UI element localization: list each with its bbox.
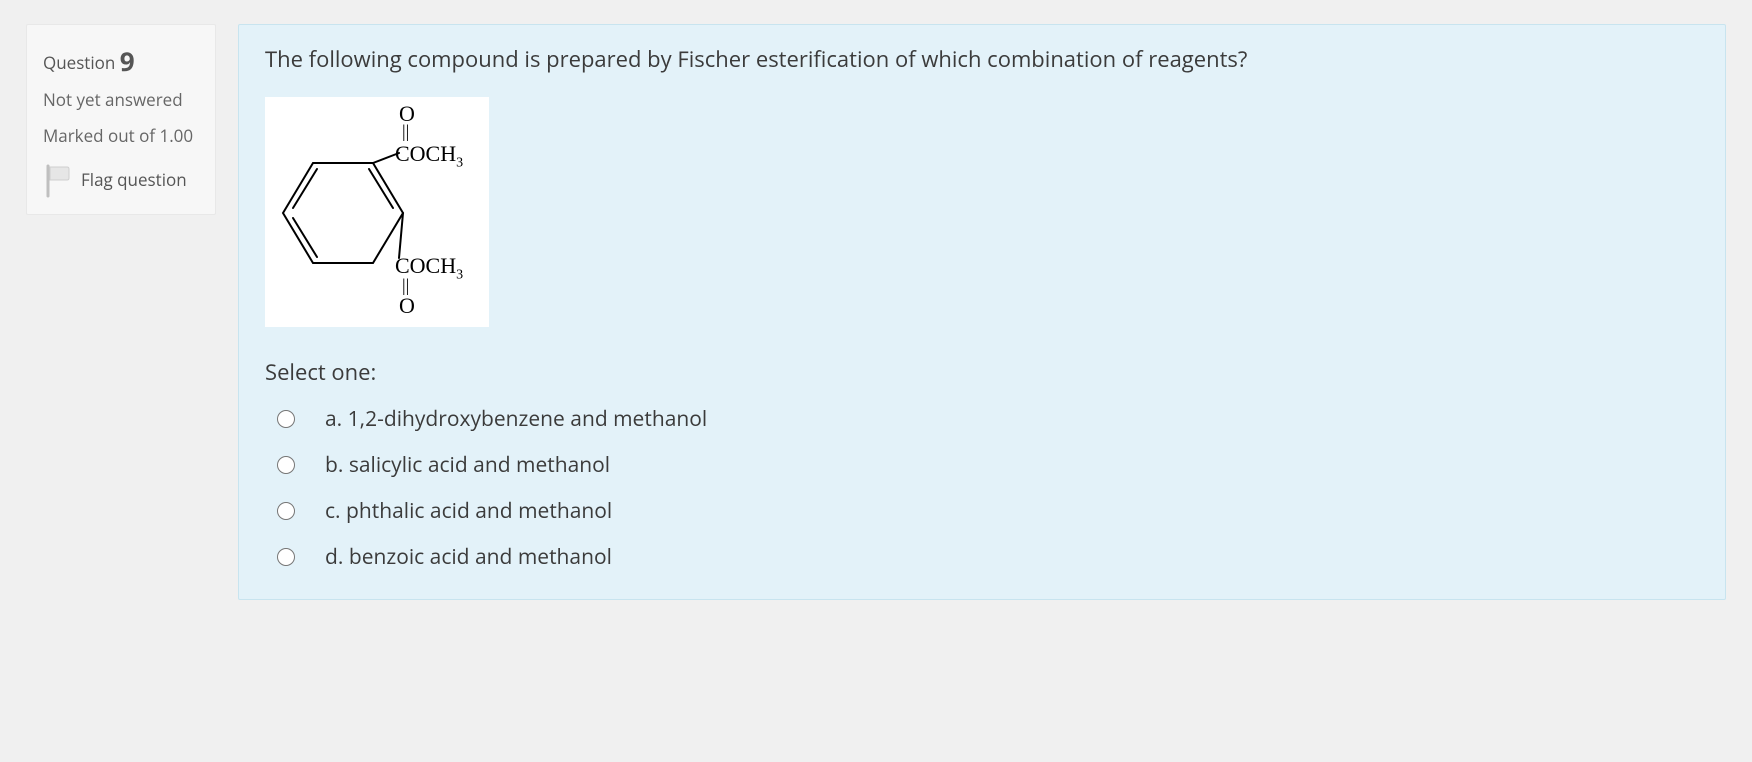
answer-prompt: Select one: (265, 357, 1699, 387)
flag-question-button[interactable]: Flag question (43, 164, 199, 198)
flag-icon (43, 164, 71, 198)
molecule-group-top: COCH3 (395, 141, 463, 167)
question-info-panel: Question 9 Not yet answered Marked out o… (26, 24, 216, 215)
answer-label-b[interactable]: b. salicylic acid and methanol (325, 451, 610, 479)
answer-radio-a[interactable] (277, 410, 295, 428)
answer-radio-b[interactable] (277, 456, 295, 474)
answer-option: c. phthalic acid and methanol (277, 497, 1699, 525)
answer-label-c[interactable]: c. phthalic acid and methanol (325, 497, 612, 525)
question-label-prefix: Question (43, 51, 115, 74)
answer-label-d[interactable]: d. benzoic acid and methanol (325, 543, 612, 571)
question-label: Question 9 (43, 43, 199, 79)
flag-label: Flag question (81, 169, 199, 192)
answer-list: a. 1,2-dihydroxybenzene and methanol b. … (265, 405, 1699, 571)
answer-label-a[interactable]: a. 1,2-dihydroxybenzene and methanol (325, 405, 707, 433)
question-state: Not yet answered (43, 89, 199, 112)
answer-option: d. benzoic acid and methanol (277, 543, 1699, 571)
question-text: The following compound is prepared by Fi… (265, 45, 1699, 75)
molecule-image: O || COCH3 COCH3 || O (265, 97, 489, 327)
answer-radio-c[interactable] (277, 502, 295, 520)
question-wrapper: Question 9 Not yet answered Marked out o… (26, 24, 1726, 600)
molecule-dbl-top: || (402, 121, 409, 142)
molecule-svg (269, 103, 479, 323)
grade-value: 1.00 (159, 124, 193, 147)
answer-radio-d[interactable] (277, 548, 295, 566)
question-number: 9 (120, 43, 135, 79)
molecule-o-bot: O (399, 293, 415, 319)
grade-prefix: Marked out of (43, 124, 155, 147)
answer-option: b. salicylic acid and methanol (277, 451, 1699, 479)
question-content: The following compound is prepared by Fi… (238, 24, 1726, 600)
question-grade: Marked out of 1.00 (43, 124, 199, 148)
answer-option: a. 1,2-dihydroxybenzene and methanol (277, 405, 1699, 433)
